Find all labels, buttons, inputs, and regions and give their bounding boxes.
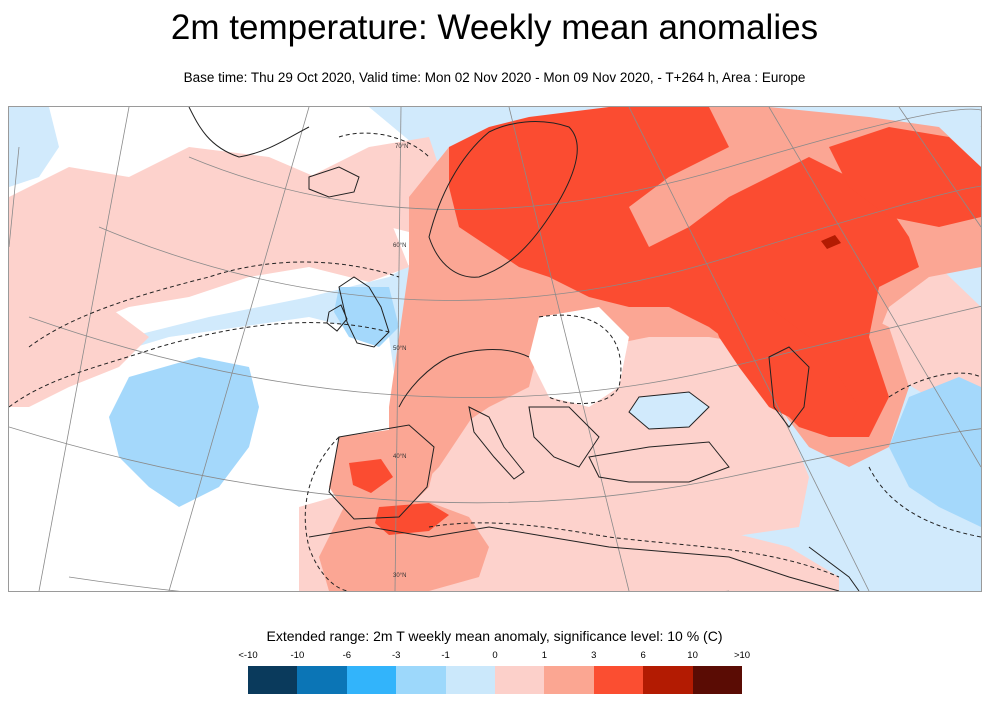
warm-strong-caspian-region [709, 307, 859, 427]
legend-color-segment [544, 666, 594, 694]
coast-red-sea [808, 546, 860, 591]
warm-moderate-central [429, 337, 539, 427]
chart-title: 2m temperature: Weekly mean anomalies [170, 8, 819, 47]
lat-label-40n: 40°N [393, 454, 406, 460]
legend-tick: <-10 [238, 650, 258, 661]
parallel-30n [68, 576, 729, 591]
cool-balkans [529, 307, 629, 407]
contour-iberia [304, 436, 350, 591]
legend-tick: 6 [640, 650, 646, 661]
coast-iceland [308, 166, 360, 198]
meridian-1 [9, 146, 20, 248]
coast-british-isles [338, 276, 390, 348]
legend-color-segment [445, 666, 496, 694]
meridian-2 [38, 107, 130, 591]
legend-color-segment [593, 666, 644, 694]
coast-caspian [768, 346, 810, 428]
cool-middle-east [889, 377, 981, 527]
coast-iberia [328, 424, 435, 520]
legend-tick: 10 [687, 650, 698, 661]
cool-black-sea [629, 392, 709, 429]
coast-europe-west [398, 349, 530, 408]
coast-italy [468, 406, 525, 480]
parallel-40n [9, 426, 981, 504]
lat-label-70n: 70°N [395, 144, 408, 150]
significance-contours [9, 132, 981, 591]
parallel-50n [28, 305, 981, 398]
warm-moderate-morocco [319, 497, 489, 591]
coastlines [188, 107, 860, 591]
legend-color-segment [297, 666, 347, 694]
coast-north-africa [308, 526, 840, 591]
legend-tick: -6 [342, 650, 352, 661]
contour-atlantic-north [28, 261, 400, 348]
cool-atlantic [109, 357, 259, 507]
meridian-7 [768, 107, 981, 468]
coast-black-sea [628, 391, 710, 430]
meridian-3 [168, 107, 310, 591]
legend-color-segment [495, 666, 545, 694]
legend-tick: >10 [733, 650, 751, 661]
parallel-60n [98, 185, 981, 301]
legend-tick: 1 [541, 650, 548, 661]
coast-scandinavia [428, 121, 578, 278]
parallel-70n [188, 108, 981, 210]
legend-color-segment [396, 666, 446, 694]
coast-ireland [326, 304, 348, 332]
legend-colorbar [248, 666, 743, 694]
legend-tick: 3 [591, 650, 597, 661]
meridian-8 [898, 107, 981, 228]
legend-tick: 0 [492, 650, 498, 661]
graticule [9, 107, 981, 591]
chart-subtitle: Base time: Thu 29 Oct 2020, Valid time: … [183, 70, 806, 85]
legend-color-segment [346, 666, 397, 694]
coast-balkans [528, 406, 600, 468]
lat-label-50n: 50°N [393, 346, 406, 352]
contour-atlantic [9, 322, 390, 408]
warm-extreme-spot [821, 235, 841, 249]
contour-middle-east [868, 466, 981, 538]
legend-tick: -10 [290, 650, 305, 661]
lat-label-30n: 30°N [393, 573, 406, 579]
warm-light-atlantic-north [9, 147, 409, 357]
warm-light-atlantic-west [9, 287, 149, 407]
legend-color-segment [692, 666, 743, 694]
warm-strong-northeast [829, 127, 981, 227]
map-svg: 70°N 60°N 50°N 40°N 30°N [9, 107, 981, 591]
legend-tick-labels: <-10 -10 -6 -3 -1 0 1 3 6 10 >10 [238, 650, 750, 662]
legend-color-segment [248, 666, 298, 694]
meridian-4 [394, 107, 402, 591]
legend-color-segment [643, 666, 693, 694]
coast-greenland [188, 107, 310, 158]
cool-arctic-west [9, 107, 59, 187]
anomaly-map: 70°N 60°N 50°N 40°N 30°N [8, 106, 982, 592]
contour-greenland [338, 132, 430, 158]
legend-title: Extended range: 2m T weekly mean anomaly… [266, 628, 723, 644]
meridian-5 [508, 107, 630, 591]
legend-tick: -1 [441, 650, 450, 661]
coast-turkey [588, 441, 730, 483]
legend-tick: -3 [391, 650, 401, 661]
meridian-6 [628, 107, 870, 591]
lat-label-60n: 60°N [393, 243, 406, 249]
warm-strong-iberia-spot [349, 459, 393, 493]
cool-british-isles [334, 287, 399, 347]
